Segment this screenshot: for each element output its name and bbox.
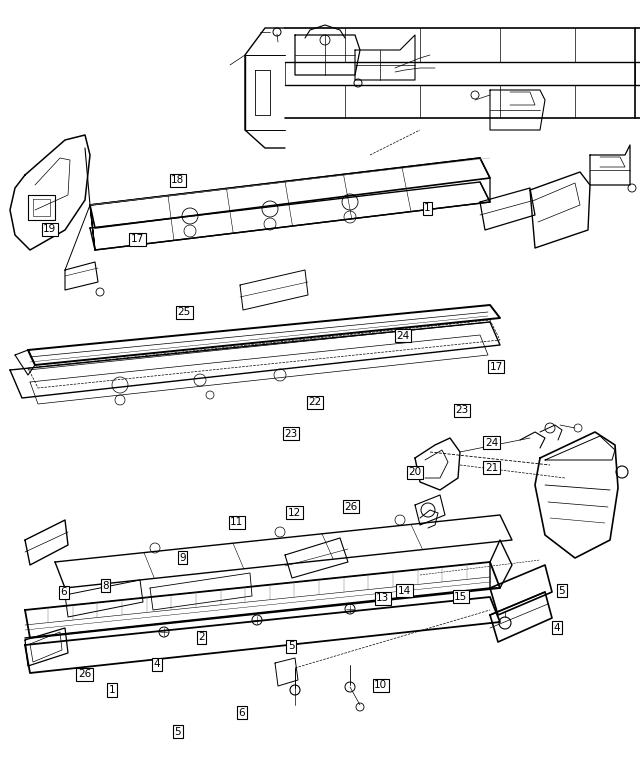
Text: 14: 14 xyxy=(398,586,411,595)
Text: 4: 4 xyxy=(154,660,160,669)
Text: 5: 5 xyxy=(559,586,565,595)
Text: 4: 4 xyxy=(554,623,560,632)
Text: 15: 15 xyxy=(454,592,467,601)
Text: 17: 17 xyxy=(490,362,502,371)
Text: 17: 17 xyxy=(131,235,144,244)
Text: 6: 6 xyxy=(61,587,67,597)
Text: 9: 9 xyxy=(179,553,186,563)
Text: 10: 10 xyxy=(374,681,387,690)
Text: 20: 20 xyxy=(408,468,421,477)
Text: 23: 23 xyxy=(456,406,468,415)
Text: 19: 19 xyxy=(44,225,56,234)
Text: 6: 6 xyxy=(239,708,245,717)
Text: 5: 5 xyxy=(175,727,181,737)
Text: 8: 8 xyxy=(102,581,109,591)
Text: 26: 26 xyxy=(344,502,357,511)
Text: 5: 5 xyxy=(288,642,294,651)
Text: 22: 22 xyxy=(308,398,321,407)
Text: 18: 18 xyxy=(172,176,184,185)
Text: 26: 26 xyxy=(78,670,91,679)
Text: 23: 23 xyxy=(285,429,298,438)
Text: 21: 21 xyxy=(485,463,498,472)
Text: 25: 25 xyxy=(178,308,191,317)
Text: 24: 24 xyxy=(485,438,498,448)
Text: 1: 1 xyxy=(109,685,115,695)
Text: 11: 11 xyxy=(230,517,243,527)
Text: 12: 12 xyxy=(288,508,301,517)
Text: 13: 13 xyxy=(376,594,389,603)
Text: 2: 2 xyxy=(198,632,205,642)
Text: 1: 1 xyxy=(424,204,431,213)
Text: 24: 24 xyxy=(397,331,410,340)
